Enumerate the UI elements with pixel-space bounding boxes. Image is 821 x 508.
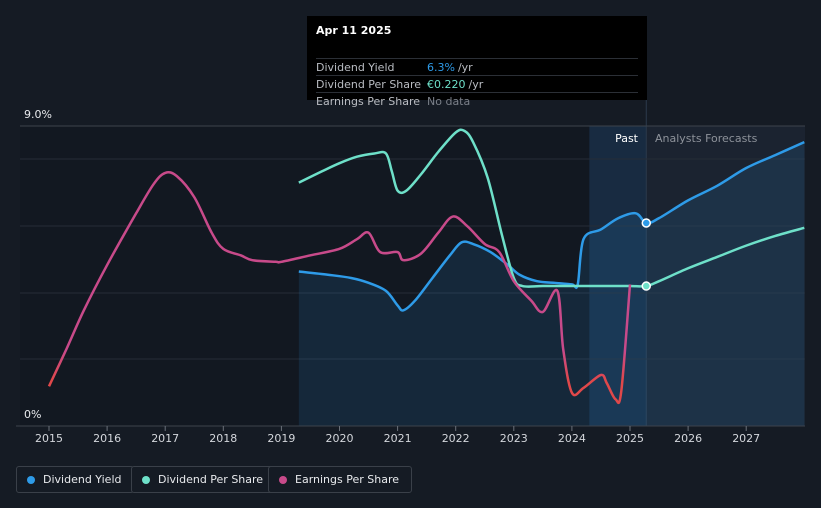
x-tick-label: 2019 [267,432,295,445]
tooltip-date: Apr 11 2025 [316,24,392,37]
dividend-yield-area [298,142,805,426]
x-tick-label: 2021 [384,432,412,445]
x-tick-label: 2026 [674,432,702,445]
legend-dividend-yield[interactable]: Dividend Yield [16,466,135,493]
legend-label: Earnings Per Share [295,473,400,486]
tooltip-label: Dividend Per Share [316,78,422,91]
forecast-region-label: Analysts Forecasts [655,132,758,145]
x-tick-label: 2025 [616,432,644,445]
plot-background [20,126,590,426]
tooltip-value: No data [427,95,470,108]
legend-label: Dividend Yield [43,473,122,486]
x-tick-label: 2024 [558,432,586,445]
tooltip: Apr 11 2025 Dividend Yield 6.3%/yr Divid… [307,16,647,108]
legend-dot-icon [142,475,150,484]
tooltip-unit: /yr [457,61,473,74]
tooltip-value: €0.220/yr [427,78,483,91]
value-earnings-per-share: No data [427,95,471,108]
tooltip-row-dividend-yield: Dividend Yield 6.3%/yr [316,58,638,76]
past-region-label: Past [615,132,639,145]
tooltip-row-dividend-per-share: Dividend Per Share €0.220/yr [316,75,638,93]
legend-dividend-per-share[interactable]: Dividend Per Share [131,466,277,493]
x-tick-label: 2023 [500,432,528,445]
legend-dot-icon [27,475,35,484]
x-tick-label: 2027 [732,432,760,445]
dividend-yield-marker [641,218,652,228]
x-tick-label: 2022 [442,432,470,445]
legend-earnings-per-share[interactable]: Earnings Per Share [268,466,413,493]
tooltip-row-earnings-per-share: Earnings Per Share No data [316,92,638,110]
dividend-per-share-marker [641,281,652,291]
tooltip-label: Dividend Yield [316,61,395,74]
legend-label: Dividend Per Share [158,473,264,486]
tooltip-unit: /yr [468,78,484,91]
x-tick-label: 2018 [209,432,237,445]
x-tick-label: 2015 [35,432,63,445]
x-tick-label: 2016 [93,432,121,445]
tooltip-value: 6.3%/yr [427,61,473,74]
dividend-yield-line [298,141,805,312]
dividend-per-share-line [298,128,805,288]
y-axis-top-label: 9.0% [24,108,52,121]
value-dividend-per-share: €0.220 [427,78,466,91]
x-tick-label: 2017 [151,432,179,445]
value-dividend-yield: 6.3% [427,61,455,74]
legend-dot-icon [279,475,287,484]
x-tick-label: 2020 [326,432,354,445]
tooltip-label: Earnings Per Share [316,95,421,108]
y-axis-bottom-label: 0% [24,408,41,421]
earnings-per-share-line [47,170,632,405]
